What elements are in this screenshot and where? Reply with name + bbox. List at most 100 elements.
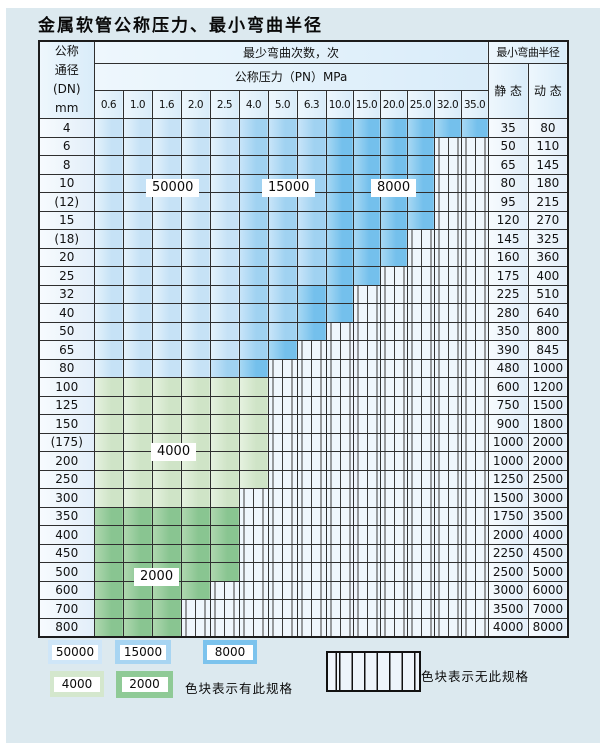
spec-cell-50000 <box>180 118 211 138</box>
no-spec-cell <box>379 284 408 304</box>
no-spec-cell <box>296 562 327 582</box>
no-spec-cell <box>406 247 435 267</box>
spec-cell-50000 <box>209 284 240 304</box>
zone-label-8000: 8000 <box>371 179 417 197</box>
spec-cell-4000 <box>180 488 211 508</box>
pressure-col-header: 4.0 <box>238 90 269 119</box>
spec-cell-2000 <box>122 506 153 526</box>
no-spec-cell <box>460 266 489 286</box>
spec-cell-4000 <box>93 451 124 471</box>
pressure-col-header: 6.3 <box>296 90 327 119</box>
no-spec-cell <box>460 303 489 323</box>
spec-cell-15000 <box>238 340 269 360</box>
spec-cell-8000 <box>352 118 381 138</box>
no-spec-cell <box>406 432 435 452</box>
spec-cell-4000 <box>93 469 124 489</box>
no-spec-cell <box>296 580 327 600</box>
no-spec-cell <box>296 617 327 637</box>
static-radius-cell: 65 <box>487 155 529 175</box>
pressure-col-header: 10.0 <box>325 90 354 119</box>
spec-cell-50000 <box>122 229 153 249</box>
spec-cell-2000 <box>180 525 211 545</box>
min-bend-radius-header: 最小弯曲半径 <box>487 40 569 64</box>
dn-cell: (18) <box>38 229 95 249</box>
no-spec-cell <box>433 192 462 212</box>
static-radius-cell: 35 <box>487 118 529 138</box>
spec-cell-2000 <box>180 580 211 600</box>
no-spec-cell <box>460 210 489 230</box>
spec-cell-2000 <box>180 543 211 563</box>
spec-cell-8000 <box>379 155 408 175</box>
no-spec-cell <box>352 469 381 489</box>
pressure-col-header: 20.0 <box>379 90 408 119</box>
no-spec-cell <box>433 543 462 563</box>
spec-cell-50000 <box>180 229 211 249</box>
no-spec-cell <box>406 469 435 489</box>
dn-cell: 300 <box>38 488 95 508</box>
no-spec-cell <box>433 303 462 323</box>
no-spec-cell <box>379 506 408 526</box>
no-spec-cell <box>352 303 381 323</box>
no-spec-cell <box>325 358 354 378</box>
no-spec-cell <box>352 321 381 341</box>
spec-cell-15000 <box>267 210 298 230</box>
dynamic-radius-cell: 360 <box>527 247 569 267</box>
spec-cell-4000 <box>209 469 240 489</box>
no-spec-cell <box>379 303 408 323</box>
static-radius-cell: 750 <box>487 395 529 415</box>
no-spec-cell <box>267 451 298 471</box>
spec-cell-8000 <box>325 303 354 323</box>
static-radius-cell: 225 <box>487 284 529 304</box>
spec-cell-8000 <box>352 210 381 230</box>
no-spec-cell <box>406 506 435 526</box>
zone-label-50000: 50000 <box>146 179 200 197</box>
table-row: 40 280 640 <box>38 303 569 323</box>
no-spec-cell <box>325 395 354 415</box>
spec-cell-8000 <box>433 118 462 138</box>
table-row: 300 1500 3000 <box>38 488 569 508</box>
spec-cell-8000 <box>352 247 381 267</box>
spec-cell-50000 <box>151 340 182 360</box>
no-spec-cell <box>352 395 381 415</box>
spec-cell-50000 <box>122 303 153 323</box>
no-spec-cell <box>325 488 354 508</box>
no-spec-cell <box>352 617 381 637</box>
no-spec-cell <box>433 414 462 434</box>
no-spec-cell <box>296 506 327 526</box>
spec-cell-50000 <box>209 266 240 286</box>
spec-cell-4000 <box>122 377 153 397</box>
no-spec-cell <box>352 377 381 397</box>
spec-cell-4000 <box>209 377 240 397</box>
no-spec-cell <box>379 340 408 360</box>
pressure-col-header: 25.0 <box>406 90 435 119</box>
no-spec-cell <box>267 358 298 378</box>
pressure-values-row: 0.6 1.0 1.6 2.0 2.5 4.0 5.0 6.3 10.0 15.0 20.0 25.0… <box>39 90 568 119</box>
no-spec-cell <box>460 192 489 212</box>
spec-cell-50000 <box>209 155 240 175</box>
no-spec-cell <box>379 543 408 563</box>
static-radius-cell: 280 <box>487 303 529 323</box>
static-radius-cell: 2000 <box>487 525 529 545</box>
dynamic-radius-cell: 1000 <box>527 358 569 378</box>
static-radius-cell: 160 <box>487 247 529 267</box>
dn-header-line: mm <box>55 101 79 115</box>
spec-cell-15000 <box>238 173 269 193</box>
dn-cell: 400 <box>38 525 95 545</box>
no-spec-cell <box>460 599 489 619</box>
static-radius-cell: 1750 <box>487 506 529 526</box>
dynamic-radius-cell: 1200 <box>527 377 569 397</box>
dn-cell: 125 <box>38 395 95 415</box>
static-radius-cell: 600 <box>487 377 529 397</box>
spec-cell-50000 <box>93 155 124 175</box>
dynamic-radius-cell: 2500 <box>527 469 569 489</box>
dynamic-radius-cell: 180 <box>527 173 569 193</box>
no-spec-cell <box>325 340 354 360</box>
no-spec-cell <box>296 414 327 434</box>
dynamic-column-header: 动 态 <box>527 62 569 119</box>
no-spec-cell <box>267 543 298 563</box>
static-radius-cell: 2500 <box>487 562 529 582</box>
dn-cell: 32 <box>38 284 95 304</box>
spec-cell-4000 <box>180 414 211 434</box>
spec-cell-8000 <box>325 136 354 156</box>
no-spec-cell <box>406 451 435 471</box>
